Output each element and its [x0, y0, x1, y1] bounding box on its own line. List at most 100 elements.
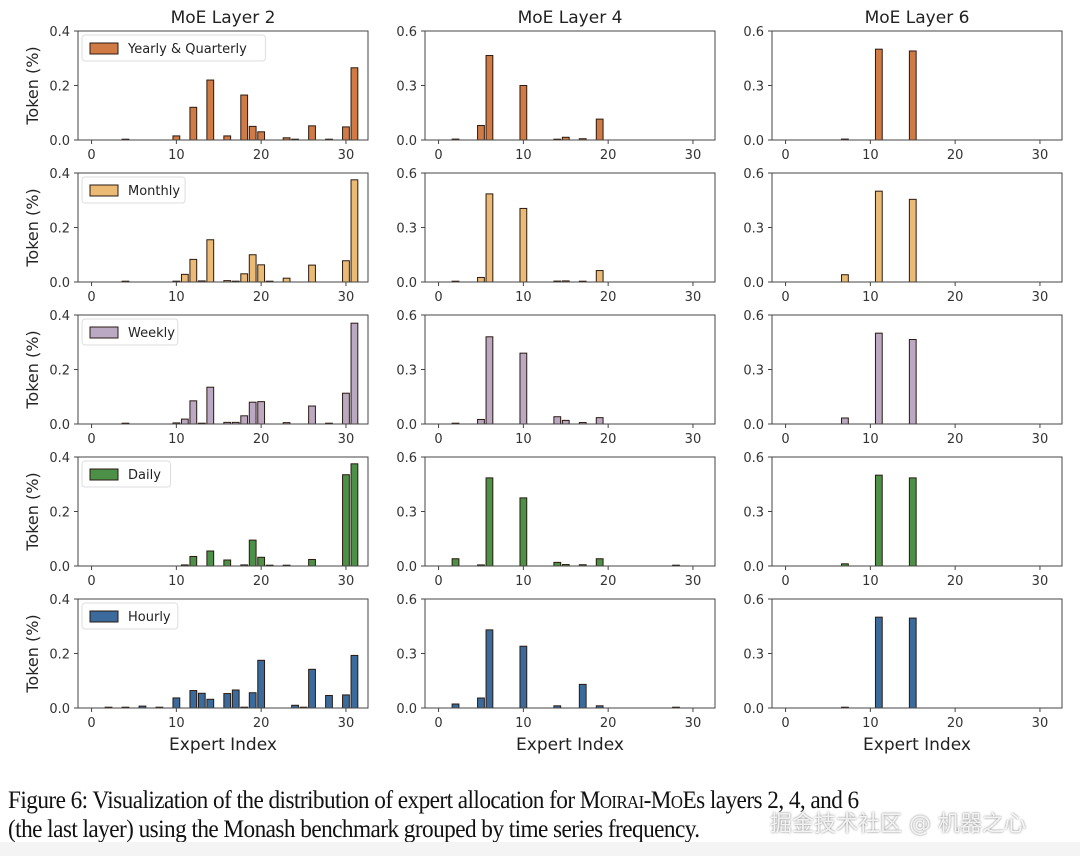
y-tick-label: 0.0 [49, 702, 70, 717]
bar [240, 94, 249, 141]
bar [308, 405, 316, 425]
bar [180, 418, 189, 425]
x-tick-label: 20 [947, 290, 964, 305]
x-tick-label: 30 [1032, 432, 1049, 447]
x-tick-label: 20 [600, 432, 617, 447]
x-tick-label: 20 [600, 574, 617, 589]
bar [223, 693, 232, 709]
plot-frame [424, 30, 716, 141]
x-tick-label: 20 [947, 716, 964, 731]
y-tick-label: 0.4 [49, 593, 70, 608]
bar [257, 131, 266, 141]
y-tick-label: 0.3 [743, 506, 764, 521]
x-tick-label: 30 [338, 574, 355, 589]
subplot-title: MoE Layer 6 [865, 8, 970, 28]
x-tick-label: 30 [685, 432, 702, 447]
bar [248, 254, 257, 283]
caption-model-name: Moirai-MoE [579, 787, 697, 814]
figure-caption: Figure 6: Visualization of the distribut… [8, 786, 1003, 844]
y-tick-label: 0.4 [49, 451, 70, 466]
bar [189, 106, 198, 141]
bar [248, 692, 257, 709]
x-tick-label: 10 [168, 716, 185, 731]
bar [308, 125, 316, 141]
y-tick-label: 0.0 [49, 276, 70, 291]
x-tick-label: 20 [947, 432, 964, 447]
bar [308, 264, 316, 283]
plot-frame [424, 456, 716, 567]
y-tick-label: 0.0 [743, 702, 764, 717]
watermark: 掘金技术社区 @ 机器之心 [770, 812, 1026, 837]
subplot-title: MoE Layer 2 [171, 8, 276, 28]
bar [519, 497, 528, 567]
y-tick-label: 0.3 [396, 364, 417, 379]
y-tick-label: 0.0 [49, 560, 70, 575]
x-tick-label: 20 [600, 148, 617, 163]
x-tick-label: 30 [338, 716, 355, 731]
y-axis-label: Token (%) [23, 46, 42, 125]
legend-label: Monthly [128, 184, 180, 199]
y-tick-label: 0.3 [396, 506, 417, 521]
y-tick-label: 0.2 [49, 222, 70, 237]
x-tick-label: 20 [600, 290, 617, 305]
legend-label: Daily [128, 468, 161, 483]
bar [189, 555, 198, 567]
x-tick-label: 30 [338, 290, 355, 305]
bar [350, 654, 359, 709]
bar [578, 683, 587, 709]
legend-label: Yearly & Quarterly [127, 42, 247, 57]
plot-frame [771, 314, 1063, 425]
bar [874, 48, 883, 141]
y-axis-label: Token (%) [23, 188, 42, 267]
bar [477, 697, 485, 709]
legend-swatch [89, 468, 119, 481]
y-tick-label: 0.6 [743, 309, 764, 324]
bar [485, 336, 494, 425]
x-tick-label: 0 [87, 148, 95, 163]
plot-frame [424, 314, 716, 425]
x-tick-label: 30 [338, 148, 355, 163]
y-tick-label: 0.0 [743, 560, 764, 575]
plot-frame [424, 172, 716, 283]
y-axis-label: Token (%) [23, 614, 42, 693]
bar [189, 258, 198, 283]
figure-grid: MoE Layer 2 0.0 0.2 0.4 0 10 20 30 Token (%) Year… [23, 8, 1063, 755]
bar [248, 401, 257, 425]
y-tick-label: 0.6 [396, 451, 417, 466]
bar [342, 260, 350, 283]
x-tick-label: 10 [515, 574, 532, 589]
bar [485, 193, 494, 283]
y-tick-label: 0.3 [743, 364, 764, 379]
legend-swatch [89, 326, 119, 339]
caption-suffix: s layers 2, 4, and 6 [696, 787, 859, 814]
bar [206, 550, 215, 567]
y-tick-label: 0.6 [743, 167, 764, 182]
x-axis-label: Expert Index [516, 735, 624, 755]
bar [325, 694, 333, 709]
x-tick-label: 0 [781, 574, 789, 589]
bar [561, 419, 570, 425]
bar [172, 135, 181, 141]
x-tick-label: 10 [168, 432, 185, 447]
bar [257, 556, 266, 567]
y-tick-label: 0.6 [743, 25, 764, 40]
plot-frame [771, 456, 1063, 567]
y-tick-label: 0.4 [49, 167, 70, 182]
y-tick-label: 0.2 [49, 506, 70, 521]
x-tick-label: 20 [253, 290, 270, 305]
x-tick-label: 0 [434, 574, 442, 589]
legend-box [81, 34, 266, 62]
legend-label: Hourly [128, 610, 171, 625]
bar [874, 332, 883, 425]
y-tick-label: 0.2 [49, 648, 70, 663]
bar [874, 190, 883, 283]
y-tick-label: 0.0 [743, 276, 764, 291]
bar [248, 539, 257, 567]
bar [308, 558, 316, 567]
bar [553, 561, 562, 567]
bar [342, 126, 350, 141]
bar [908, 198, 917, 283]
bar [206, 386, 215, 425]
x-tick-label: 20 [600, 716, 617, 731]
bar [257, 401, 266, 425]
